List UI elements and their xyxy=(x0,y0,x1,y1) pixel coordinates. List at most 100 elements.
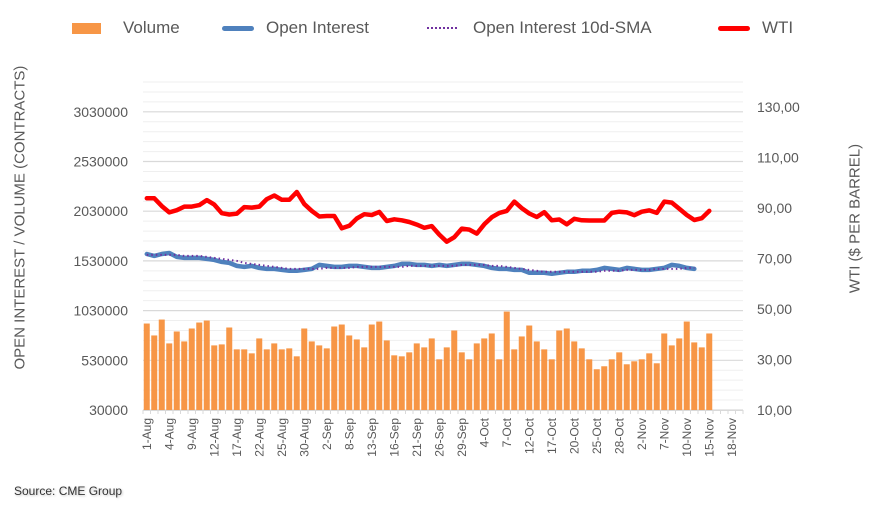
volume-bar xyxy=(578,348,585,410)
volume-bar xyxy=(398,356,405,410)
volume-bar xyxy=(286,348,293,410)
volume-bar xyxy=(421,347,428,410)
x-tick-label: 21-Sep xyxy=(410,418,424,457)
source-note: Source: CME Group xyxy=(14,484,123,498)
x-tick-label: 17-Aug xyxy=(230,418,244,457)
volume-bar xyxy=(653,363,660,410)
volume-bar xyxy=(586,359,593,410)
y-axis-left-title: OPEN INTEREST / VOLUME (CONTRACTS) xyxy=(11,65,29,370)
volume-bar xyxy=(481,338,488,410)
volume-bar xyxy=(706,333,713,410)
volume-bar xyxy=(143,323,150,410)
volume-bar xyxy=(436,359,443,410)
volume-bar xyxy=(218,344,225,410)
volume-bar xyxy=(503,311,510,410)
volume-bar xyxy=(368,324,375,410)
volume-bar xyxy=(316,345,323,410)
x-tick-label: 25-Aug xyxy=(275,418,289,457)
volume-bar xyxy=(158,319,165,410)
volume-bar xyxy=(631,361,638,410)
legend-label-oi-sma: Open Interest 10d-SMA xyxy=(473,18,652,37)
volume-bar xyxy=(646,353,653,410)
x-tick-label: 29-Sep xyxy=(455,418,469,457)
volume-bar xyxy=(166,343,173,410)
volume-bar xyxy=(241,349,248,410)
legend-label-wti: WTI xyxy=(762,18,794,37)
volume-bar xyxy=(346,335,353,410)
volume-bar xyxy=(668,345,675,410)
volume-bar xyxy=(623,364,630,410)
x-tick-label: 22-Aug xyxy=(252,418,266,457)
wti-line xyxy=(144,189,712,244)
volume-bar xyxy=(376,321,383,410)
legend-label-open-interest: Open Interest xyxy=(266,18,370,37)
volume-bar xyxy=(353,339,360,410)
legend: Volume Open Interest Open Interest 10d-S… xyxy=(0,14,873,42)
volume-bar xyxy=(391,355,398,410)
legend-item-wti: WTI xyxy=(718,14,793,42)
volume-bar xyxy=(428,338,435,410)
x-tick-label: 18-Nov xyxy=(725,418,739,457)
volume-bar xyxy=(278,349,285,410)
volume-bar xyxy=(173,331,180,410)
volume-bar xyxy=(233,349,240,410)
legend-swatch-oi-sma xyxy=(427,27,457,29)
legend-label-volume: Volume xyxy=(123,18,180,37)
volume-bar xyxy=(511,349,518,410)
open-interest-sma-line xyxy=(146,253,695,273)
volume-bar xyxy=(271,343,278,410)
volume-bar xyxy=(323,348,330,410)
x-tick-label: 15-Nov xyxy=(702,418,716,457)
y-right-tick-label: 10,00 xyxy=(757,402,792,418)
x-tick-label: 7-Oct xyxy=(500,417,514,447)
x-tick-label: 16-Sep xyxy=(387,418,401,457)
volume-bar xyxy=(248,353,255,410)
volume-bar xyxy=(458,352,465,410)
volume-bar xyxy=(488,333,495,410)
x-tick-label: 13-Sep xyxy=(365,418,379,457)
x-tick-label: 10-Nov xyxy=(680,418,694,457)
x-tick-label: 17-Oct xyxy=(545,417,559,454)
gridlines xyxy=(143,81,743,411)
y-left-tick-label: 3030000 xyxy=(73,104,128,120)
legend-item-open-interest: Open Interest xyxy=(222,14,369,42)
y-right-tick-label: 90,00 xyxy=(757,200,792,216)
x-tick-label: 8-Sep xyxy=(342,418,356,450)
volume-bar xyxy=(256,338,263,410)
x-tick-label: 12-Oct xyxy=(522,417,536,454)
volume-bar xyxy=(211,345,218,410)
volume-bar xyxy=(638,359,645,410)
y-right-tick-label: 30,00 xyxy=(757,352,792,368)
y-left-tick-label: 2530000 xyxy=(73,154,128,170)
x-tick-label: 25-Oct xyxy=(590,417,604,454)
x-axis: 1-Aug 4-Aug 9-Aug 12-Aug 17-Aug 22-Aug 25-Aug 3… xyxy=(140,410,744,457)
y-left-tick-label: 30000 xyxy=(89,402,128,418)
volume-bar xyxy=(466,359,473,410)
volume-bar xyxy=(443,347,450,410)
y-right-tick-label: 50,00 xyxy=(757,301,792,317)
volume-bar xyxy=(151,335,158,410)
y-right-tick-label: 130,00 xyxy=(757,99,800,115)
x-tick-label: 28-Oct xyxy=(612,417,626,454)
volume-bar xyxy=(518,336,525,410)
volume-bar xyxy=(181,341,188,410)
x-tick-label: 30-Aug xyxy=(297,418,311,457)
volume-bar xyxy=(188,328,195,410)
volume-bar xyxy=(308,341,315,410)
volume-bar xyxy=(541,349,548,410)
volume-bar xyxy=(698,347,705,410)
legend-swatch-volume xyxy=(72,22,101,34)
volume-bar xyxy=(361,347,368,410)
y-right-tick-label: 110,00 xyxy=(757,150,799,166)
x-tick-label: 4-Aug xyxy=(162,418,176,450)
volume-bar xyxy=(601,366,608,410)
y-left-tick-label: 1530000 xyxy=(73,253,128,269)
volume-bar xyxy=(473,343,480,410)
volume-bar xyxy=(526,325,533,410)
volume-bar xyxy=(533,341,540,410)
volume-bar xyxy=(263,349,270,410)
volume-bar xyxy=(406,352,413,410)
volume-bar xyxy=(383,340,390,410)
volume-bars xyxy=(143,311,713,410)
legend-swatch-open-interest xyxy=(222,25,254,31)
